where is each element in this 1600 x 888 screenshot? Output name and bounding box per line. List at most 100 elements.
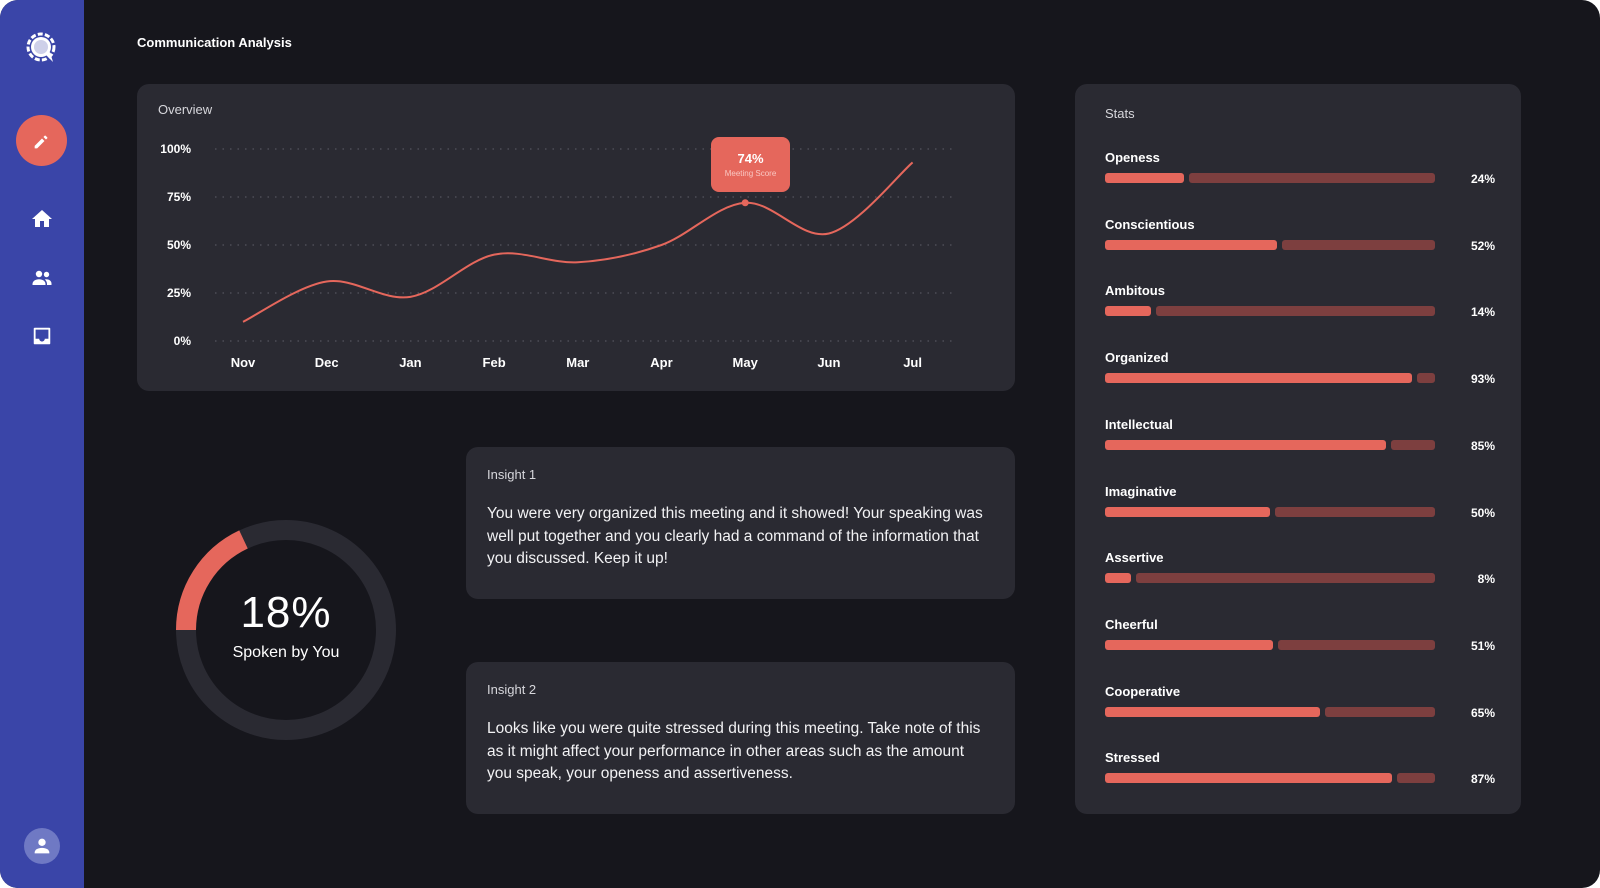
x-tick-label: Nov — [231, 355, 256, 370]
overview-card: Overview 100% 75% 50% 25% 0% Nov Dec Jan Feb Mar A… — [137, 84, 1015, 391]
nav-people-button[interactable] — [26, 262, 58, 294]
stat-name: Cheerful — [1105, 616, 1158, 632]
stat-bar-fill — [1105, 773, 1393, 784]
stat-bar — [1105, 506, 1435, 517]
stat-percent: 50% — [1470, 505, 1495, 520]
stat-bar — [1105, 439, 1435, 450]
stat-percent: 14% — [1470, 305, 1495, 320]
highlight-point[interactable] — [741, 199, 749, 207]
sidebar — [0, 0, 84, 888]
stat-row-ambitous: Ambitous 14% — [1105, 283, 1495, 333]
stat-bar-fill — [1105, 306, 1152, 317]
x-tick-label: May — [733, 355, 759, 370]
stat-percent: 52% — [1470, 238, 1495, 253]
stat-percent: 93% — [1470, 372, 1495, 387]
stat-bar-remainder — [1275, 506, 1435, 517]
stat-bar-remainder — [1281, 239, 1435, 250]
x-tick-label: Jun — [817, 355, 840, 370]
stat-bar-remainder — [1156, 306, 1435, 317]
x-tick-label: Jul — [903, 355, 922, 370]
stat-bar-remainder — [1278, 639, 1435, 650]
home-icon — [32, 210, 52, 227]
spoken-label: Spoken by You — [232, 644, 340, 661]
stat-row-stressed: Stressed 87% — [1105, 750, 1495, 800]
x-tick-label: Apr — [650, 355, 672, 370]
stat-percent: 87% — [1470, 772, 1495, 787]
stat-bar-fill — [1105, 706, 1320, 717]
stat-row-conscientious: Conscientious 52% — [1105, 217, 1495, 267]
stat-name: Intellectual — [1105, 416, 1173, 432]
stat-row-imaginative: Imaginative 50% — [1105, 484, 1495, 534]
stat-bar-remainder — [1397, 773, 1435, 784]
y-tick-label: 50% — [167, 238, 191, 252]
pencil-icon — [34, 135, 47, 148]
stat-bar — [1105, 373, 1435, 384]
insight-card-1: Insight 1 You were very organized this m… — [466, 447, 1015, 599]
stat-name: Imaginative — [1105, 483, 1177, 499]
inbox-icon — [33, 327, 51, 345]
profile-button[interactable] — [24, 828, 60, 864]
tooltip-value: 74% — [737, 151, 764, 166]
stat-percent: 85% — [1470, 438, 1495, 453]
stat-bar-remainder — [1136, 573, 1435, 584]
insight-text: Looks like you were quite stressed durin… — [487, 720, 981, 782]
stat-row-intellectual: Intellectual 85% — [1105, 417, 1495, 467]
people-icon — [32, 270, 52, 285]
y-tick-label: 100% — [160, 142, 191, 156]
tooltip-label: Meeting Score — [724, 169, 777, 178]
stat-bar-remainder — [1390, 439, 1435, 450]
stat-bar-remainder — [1416, 373, 1435, 384]
chat-bubble-logo-icon — [22, 28, 62, 68]
spoken-value: 18% — [240, 588, 332, 637]
edit-button[interactable] — [16, 115, 67, 166]
stat-bar — [1105, 773, 1435, 784]
stat-bar — [1105, 173, 1435, 183]
y-tick-label: 75% — [167, 190, 191, 204]
stat-percent: 65% — [1470, 705, 1495, 720]
stat-bar — [1105, 706, 1435, 717]
stat-name: Assertive — [1105, 550, 1164, 566]
insight-title: Insight 1 — [487, 467, 537, 482]
stat-percent: 24% — [1470, 172, 1495, 186]
overview-line-chart: 100% 75% 50% 25% 0% Nov Dec Jan Feb Mar Apr May Jun J… — [160, 142, 957, 370]
nav-home-button[interactable] — [26, 203, 58, 235]
stat-bar-fill — [1105, 506, 1270, 517]
nav-inbox-button[interactable] — [26, 320, 58, 352]
stat-row-cooperative: Cooperative 65% — [1105, 684, 1495, 734]
stat-name: Organized — [1105, 350, 1169, 366]
stat-name: Stressed — [1105, 750, 1160, 766]
stat-bar-fill — [1105, 239, 1277, 250]
stat-percent: 8% — [1477, 572, 1495, 587]
donut-chart — [176, 520, 396, 740]
stats-label: Stats — [1105, 106, 1135, 121]
insight-text: You were very organized this meeting and… — [487, 505, 983, 567]
series-line — [242, 161, 914, 323]
stat-bar — [1105, 306, 1435, 317]
stat-bar — [1105, 573, 1435, 584]
stat-name: Ambitous — [1105, 283, 1165, 299]
stat-row-organized: Organized 93% — [1105, 350, 1495, 400]
stat-name: Cooperative — [1105, 683, 1181, 699]
stat-bar-remainder — [1324, 706, 1435, 717]
stat-bar-fill — [1105, 639, 1274, 650]
overview-label: Overview — [158, 102, 213, 117]
stat-bar-remainder — [1189, 173, 1435, 183]
insight-card-2: Insight 2 Looks like you were quite stre… — [466, 662, 1015, 814]
stat-row-cheerful: Cheerful 51% — [1105, 617, 1495, 667]
insight-title: Insight 2 — [487, 682, 537, 697]
spoken-donut: 18% Spoken by You — [174, 518, 398, 742]
donut-arc — [176, 520, 396, 740]
stat-bar-fill — [1105, 573, 1132, 584]
y-tick-label: 0% — [174, 334, 192, 348]
stat-percent: 51% — [1470, 638, 1495, 653]
y-tick-label: 25% — [167, 286, 191, 300]
stat-bar — [1105, 639, 1435, 650]
stat-row-assertive: Assertive 8% — [1105, 550, 1495, 600]
stats-card: Stats Openess 24% Conscientious 52% Ambitous… — [1075, 84, 1521, 814]
stat-bar-fill — [1105, 439, 1386, 450]
x-tick-label: Mar — [566, 355, 589, 370]
stat-name: Openess — [1105, 150, 1160, 165]
stat-name: Conscientious — [1105, 216, 1195, 232]
x-tick-label: Jan — [399, 355, 421, 370]
